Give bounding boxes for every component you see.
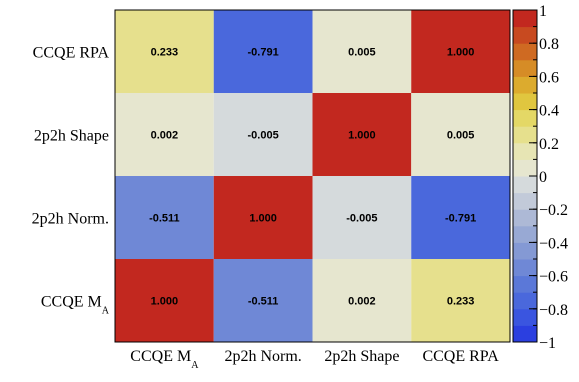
color-scale-tick-label: 0.6 bbox=[539, 69, 559, 86]
cell-value-label: -0.511 bbox=[149, 213, 180, 225]
heatmap-cell bbox=[115, 259, 214, 342]
cell-value-label: -0.005 bbox=[248, 130, 279, 142]
color-scale-segment bbox=[513, 59, 537, 77]
color-scale-tick-label: −0.4 bbox=[539, 235, 568, 252]
color-scale-segment bbox=[513, 209, 537, 227]
y-axis-labels: CCQE MA 2p2h Norm. 2p2h Shape CCQE RPA bbox=[32, 45, 110, 317]
y-tick-label-main: 2p2h Norm. bbox=[32, 211, 109, 228]
color-scale-tick-label: −0.2 bbox=[539, 202, 568, 219]
y-tick-label: CCQE MA bbox=[41, 294, 110, 317]
color-scale-segment bbox=[513, 242, 537, 260]
heatmap-cell-labels: 1.000 -0.511 0.002 0.233 -0.511 1.000 -0.005 -0… bbox=[149, 47, 476, 308]
heatmap-cell bbox=[213, 259, 313, 342]
color-scale-segment bbox=[513, 43, 537, 61]
color-scale-tick-label: −0.8 bbox=[539, 302, 568, 319]
color-scale-segment bbox=[513, 259, 537, 277]
cell-value-label: -0.511 bbox=[248, 296, 279, 308]
color-scale bbox=[512, 9, 538, 343]
color-scale-tick-label: 0.4 bbox=[539, 103, 559, 120]
color-scale-tick-label: 0.8 bbox=[539, 36, 559, 53]
x-tick-label-subscript: A bbox=[191, 360, 199, 371]
cell-value-label: 0.233 bbox=[447, 296, 475, 308]
heatmap-cell bbox=[411, 259, 510, 342]
color-scale-segment bbox=[513, 10, 537, 28]
y-tick-label-main: 2p2h Shape bbox=[34, 128, 109, 145]
cell-value-label: 1.000 bbox=[249, 213, 277, 225]
cell-value-label: -0.005 bbox=[346, 213, 377, 225]
heatmap-cell bbox=[115, 176, 214, 259]
x-axis-labels: CCQE MA 2p2h Norm. 2p2h Shape CCQE RPA bbox=[130, 348, 499, 371]
x-tick-label: CCQE RPA bbox=[422, 348, 499, 365]
color-scale-segment bbox=[513, 275, 537, 293]
color-scale-segment bbox=[513, 325, 537, 343]
color-scale-tick-label: 1 bbox=[539, 3, 547, 20]
y-tick-label-main: CCQE RPA bbox=[33, 45, 110, 62]
color-scale-segment bbox=[513, 192, 537, 210]
x-tick-label: CCQE MA bbox=[130, 348, 199, 371]
cell-value-label: 1.000 bbox=[447, 47, 475, 59]
x-tick-label-main: 2p2h Shape bbox=[324, 348, 399, 365]
x-tick-label-main: CCQE RPA bbox=[422, 348, 499, 365]
x-tick-label-main: CCQE M bbox=[130, 348, 191, 365]
cell-value-label: -0.791 bbox=[248, 47, 279, 59]
y-tick-label: CCQE RPA bbox=[33, 45, 110, 62]
color-scale-segment bbox=[513, 93, 537, 111]
heatmap-cell bbox=[213, 176, 313, 259]
color-scale-segment bbox=[513, 308, 537, 326]
y-tick-label: 2p2h Shape bbox=[34, 128, 109, 145]
color-scale-segment bbox=[513, 176, 537, 194]
x-tick-label-main: 2p2h Norm. bbox=[224, 348, 301, 365]
color-scale-tick-label: 0.2 bbox=[539, 136, 559, 153]
cell-value-label: 0.233 bbox=[151, 47, 179, 59]
color-scale-segment bbox=[513, 142, 537, 160]
color-scale-segment bbox=[513, 76, 537, 94]
color-scale-segment bbox=[513, 26, 537, 44]
plot-frame bbox=[114, 9, 511, 343]
cell-value-label: 0.002 bbox=[348, 296, 376, 308]
color-scale-segment bbox=[513, 159, 537, 177]
heatmap-cell bbox=[312, 259, 412, 342]
color-scale-segment bbox=[513, 109, 537, 127]
heatmap-cell bbox=[411, 176, 510, 259]
x-tick-label: 2p2h Norm. bbox=[224, 348, 301, 365]
cell-value-label: 0.005 bbox=[447, 130, 475, 142]
cell-value-label: 0.002 bbox=[151, 130, 179, 142]
color-scale-labels: 1 0.8 0.6 0.4 0.2 0 −0.2 −0.4 −0.6 −0.8 −1 bbox=[529, 3, 568, 352]
x-tick-label: 2p2h Shape bbox=[324, 348, 399, 365]
heatmap-cell bbox=[213, 10, 313, 93]
color-scale-tick-label: 0 bbox=[539, 169, 547, 186]
y-tick-label-main: CCQE M bbox=[41, 294, 102, 311]
heatmap-cell bbox=[213, 93, 313, 176]
cell-value-label: -0.791 bbox=[445, 213, 476, 225]
color-scale-segment bbox=[513, 126, 537, 144]
heatmap-cell bbox=[115, 93, 214, 176]
heatmap-cell bbox=[115, 10, 214, 93]
color-scale-segment bbox=[513, 225, 537, 243]
color-scale-tick-label: −1 bbox=[539, 335, 556, 352]
color-scale-segment bbox=[513, 292, 537, 310]
heatmap-cell bbox=[312, 10, 412, 93]
y-tick-label: 2p2h Norm. bbox=[32, 211, 109, 228]
heatmap-cell bbox=[411, 10, 510, 93]
color-scale-tick-label: −0.6 bbox=[539, 269, 568, 286]
heatmap-cell bbox=[312, 93, 412, 176]
y-tick-label-subscript: A bbox=[102, 306, 110, 317]
heatmap-cell bbox=[411, 93, 510, 176]
cell-value-label: 1.000 bbox=[151, 296, 179, 308]
cell-value-label: 0.005 bbox=[348, 47, 376, 59]
heatmap-cell bbox=[312, 176, 412, 259]
cell-value-label: 1.000 bbox=[348, 130, 376, 142]
heatmap-cells bbox=[115, 10, 510, 342]
